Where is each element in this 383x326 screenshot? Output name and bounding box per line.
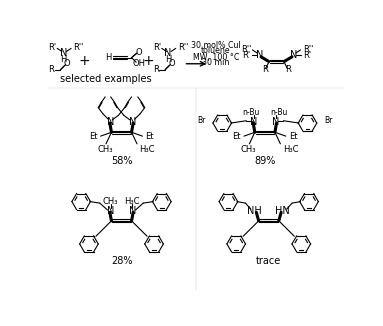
Text: O: O <box>135 48 142 57</box>
Text: 30 min: 30 min <box>202 58 230 67</box>
Text: R: R <box>285 65 291 74</box>
Text: N: N <box>256 50 263 60</box>
Text: R: R <box>153 66 159 74</box>
Text: R: R <box>262 65 268 74</box>
Text: trace: trace <box>256 256 282 266</box>
Text: N: N <box>129 206 136 216</box>
Text: N: N <box>272 116 280 126</box>
Text: NH: NH <box>247 206 262 216</box>
Text: R'': R'' <box>74 43 84 52</box>
Text: 58%: 58% <box>111 156 132 166</box>
Text: N: N <box>107 116 115 126</box>
Text: selected examples: selected examples <box>59 74 151 84</box>
Text: Et: Et <box>232 132 241 141</box>
Text: HN: HN <box>275 206 290 216</box>
Text: N: N <box>60 48 67 58</box>
Text: OH: OH <box>132 59 145 68</box>
Text: n-Bu: n-Bu <box>242 108 260 117</box>
Text: n-Bu: n-Bu <box>270 108 288 117</box>
Text: R': R' <box>303 51 311 60</box>
Text: R'': R'' <box>303 45 313 54</box>
Text: N: N <box>164 48 172 58</box>
Text: CH₃: CH₃ <box>241 145 256 155</box>
Text: O: O <box>64 59 70 68</box>
Text: H: H <box>165 55 171 64</box>
Text: R: R <box>48 66 54 74</box>
Text: 89%: 89% <box>254 156 275 166</box>
Text: R': R' <box>48 43 56 52</box>
Text: Br: Br <box>324 116 333 125</box>
Text: 30 mol% CuI: 30 mol% CuI <box>191 41 241 50</box>
Text: R'': R'' <box>178 43 188 52</box>
Text: N: N <box>129 116 136 126</box>
Text: Et: Et <box>89 132 98 141</box>
Text: toluene: toluene <box>201 46 231 55</box>
Text: MW, 100 °C: MW, 100 °C <box>193 53 239 62</box>
Text: CH₃: CH₃ <box>103 197 118 206</box>
Text: R': R' <box>242 51 250 60</box>
Text: H₃C: H₃C <box>283 145 298 155</box>
Text: H₃C: H₃C <box>139 145 155 155</box>
Text: Br: Br <box>197 116 205 125</box>
Text: H: H <box>105 53 111 62</box>
Text: +: + <box>143 54 154 68</box>
Text: H₃C: H₃C <box>124 197 140 206</box>
Text: 28%: 28% <box>111 256 132 266</box>
Text: N: N <box>107 206 115 216</box>
Text: N: N <box>290 50 297 60</box>
Text: +: + <box>79 54 90 68</box>
Text: R'': R'' <box>241 45 252 54</box>
Text: R': R' <box>153 43 161 52</box>
Text: Et: Et <box>289 132 298 141</box>
Text: O: O <box>169 59 175 68</box>
Text: H: H <box>60 55 67 64</box>
Text: CH₃: CH₃ <box>98 145 113 155</box>
Text: Et: Et <box>146 132 154 141</box>
Text: N: N <box>250 116 258 126</box>
